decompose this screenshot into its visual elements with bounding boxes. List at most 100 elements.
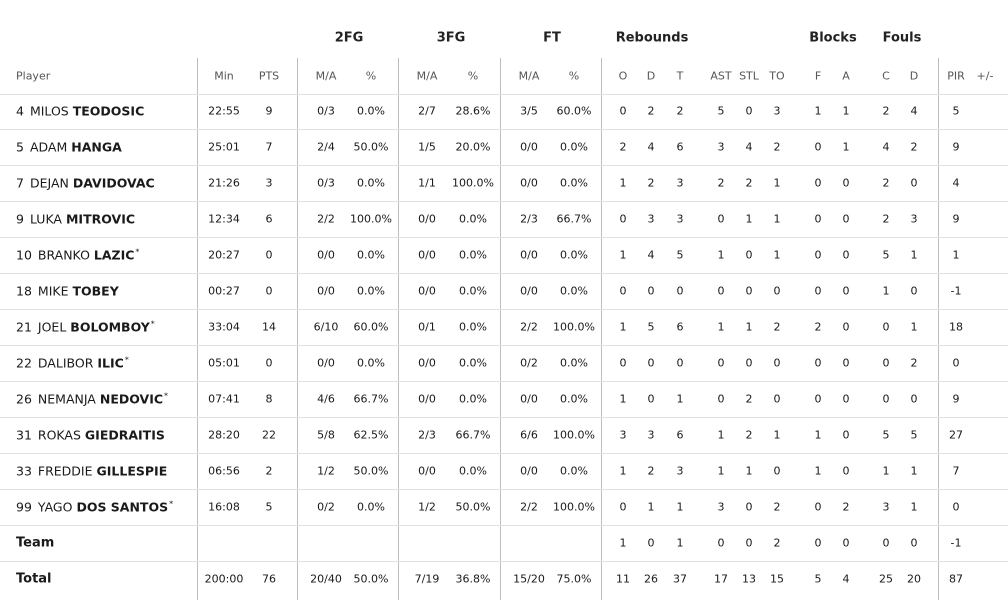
stat-cell: 27 — [949, 428, 963, 442]
stat-cell: 5 — [882, 428, 890, 442]
stat-cell: 7 — [952, 464, 960, 478]
stat-cell: 1 — [619, 392, 627, 406]
stat-cell: 2 — [773, 536, 781, 550]
stat-cell: 0 — [842, 176, 850, 190]
stat-cell: 0 — [842, 464, 850, 478]
row-divider — [0, 453, 1008, 454]
stat-cell: 2 — [647, 464, 655, 478]
stat-cell: 3/5 — [520, 104, 538, 118]
column-divider — [297, 58, 298, 600]
stat-cell: 5 — [717, 104, 725, 118]
stat-cell: 0.0% — [459, 464, 487, 478]
stat-cell: 0.0% — [459, 320, 487, 334]
stat-cell: 0 — [952, 356, 960, 370]
stat-cell: 0 — [814, 176, 822, 190]
stat-cell: 0 — [910, 536, 918, 550]
stat-cell: 9 — [952, 392, 960, 406]
stat-cell: 2 — [842, 500, 850, 514]
player-last-name: TEODOSIC — [72, 103, 145, 119]
column-header: M/A — [315, 69, 337, 83]
stat-cell: 07:41 — [208, 392, 240, 406]
stat-cell: 0 — [717, 356, 725, 370]
stat-cell: 7/19 — [414, 572, 440, 586]
row-divider — [0, 165, 1008, 166]
stat-cell: 200:00 — [204, 572, 244, 586]
row-divider — [0, 561, 1008, 562]
stat-cell: 2 — [910, 356, 918, 370]
starter-mark: * — [169, 499, 174, 509]
row-divider — [0, 309, 1008, 310]
stat-cell: 0 — [745, 356, 753, 370]
stat-cell: 50.0% — [353, 464, 389, 478]
stat-cell: 66.7% — [455, 428, 491, 442]
player-number: 31 — [16, 427, 32, 443]
stat-cell: 0 — [745, 284, 753, 298]
stat-cell: 1 — [676, 536, 684, 550]
stat-cell: 12:34 — [208, 212, 240, 226]
column-divider — [197, 58, 198, 600]
stat-cell: 1 — [773, 248, 781, 262]
stat-cell: 0 — [745, 104, 753, 118]
player-last-name: GIEDRAITIS — [84, 427, 165, 443]
stat-cell: 3 — [717, 500, 725, 514]
stat-cell: 25 — [879, 572, 893, 586]
stat-cell: 4 — [952, 176, 960, 190]
column-header: % — [568, 69, 580, 83]
stat-cell: 0/0 — [418, 248, 436, 262]
stat-cell: 3 — [647, 428, 655, 442]
stat-cell: 100.0% — [553, 320, 595, 334]
stat-cell: 25:01 — [208, 140, 240, 154]
stat-cell: 0.0% — [560, 140, 588, 154]
stat-cell: 0 — [882, 356, 890, 370]
stat-cell: 0 — [814, 212, 822, 226]
player-name: 22 DALIBOR ILIC* — [16, 355, 129, 370]
column-header: M/A — [416, 69, 438, 83]
stat-cell: 50.0% — [455, 500, 491, 514]
stat-cell: 0 — [842, 392, 850, 406]
stat-cell: 16:08 — [208, 500, 240, 514]
stat-cell: 2 — [773, 140, 781, 154]
column-header: D — [909, 69, 919, 83]
stat-cell: 0.0% — [560, 464, 588, 478]
stat-cell: 0/0 — [520, 284, 538, 298]
stat-cell: 5 — [676, 248, 684, 262]
stat-cell: 2/2 — [520, 320, 538, 334]
stat-cell: 0 — [773, 392, 781, 406]
stat-cell: -1 — [950, 284, 962, 298]
player-name: 5 ADAM HANGA — [16, 140, 122, 155]
stat-cell: 100.0% — [350, 212, 392, 226]
stat-cell: 2 — [882, 212, 890, 226]
stat-cell: 0 — [647, 356, 655, 370]
stat-cell: 1 — [842, 104, 850, 118]
stat-cell: 2/3 — [418, 428, 436, 442]
group-header: Fouls — [882, 30, 922, 46]
stat-cell: 0 — [717, 392, 725, 406]
stat-cell: 0/0 — [520, 176, 538, 190]
stat-cell: 0 — [773, 284, 781, 298]
stat-cell: 4 — [882, 140, 890, 154]
stat-cell: 3 — [910, 212, 918, 226]
stat-cell: 100.0% — [553, 428, 595, 442]
stat-cell: 2 — [717, 176, 725, 190]
player-name: 18 MIKE TOBEY — [16, 284, 119, 299]
stat-cell: 0/0 — [520, 248, 538, 262]
player-name: 4 MILOS TEODOSIC — [16, 104, 144, 119]
stat-cell: 0 — [814, 392, 822, 406]
column-header: STL — [739, 69, 759, 83]
stat-cell: 1 — [619, 248, 627, 262]
row-divider — [0, 237, 1008, 238]
column-divider — [500, 58, 501, 600]
player-name: 31 ROKAS GIEDRAITIS — [16, 428, 165, 443]
stat-cell: 0 — [910, 176, 918, 190]
stat-cell: 50.0% — [353, 572, 389, 586]
stat-cell: 0 — [265, 356, 273, 370]
stat-cell: 0/0 — [317, 356, 335, 370]
stat-cell: 0 — [882, 536, 890, 550]
stat-cell: 0 — [717, 212, 725, 226]
stat-cell: 20.0% — [455, 140, 491, 154]
column-header: PTS — [258, 69, 280, 83]
stat-cell: 5/8 — [317, 428, 335, 442]
stat-cell: 0.0% — [560, 392, 588, 406]
stat-cell: 0.0% — [357, 356, 385, 370]
